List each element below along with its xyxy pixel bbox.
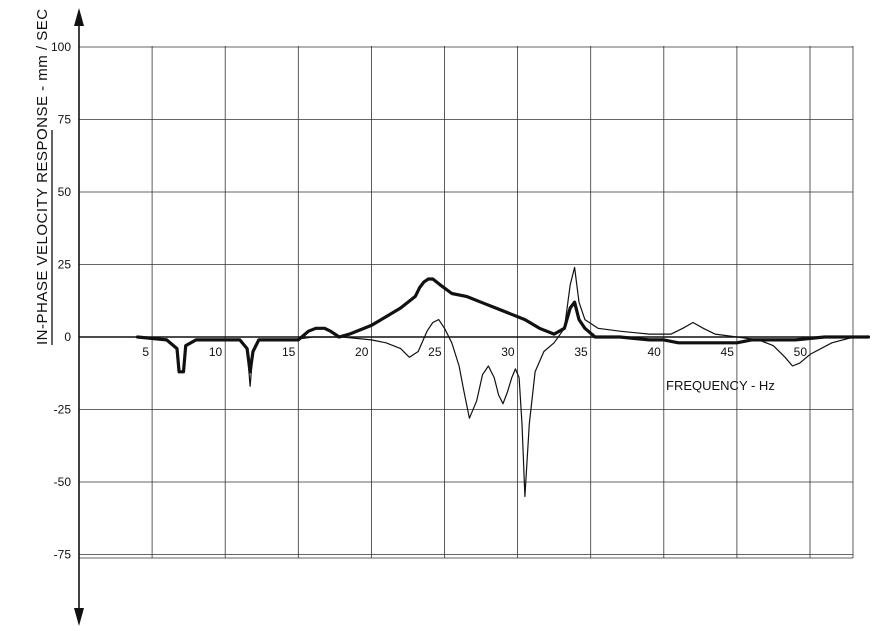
y-axis-arrow-down [74, 608, 84, 626]
series-layer [135, 266, 871, 498]
y-tick-label: -75 [54, 548, 72, 562]
x-tick-label: 25 [428, 345, 442, 359]
y-tick-label: 50 [58, 185, 72, 199]
series-line-thin [136, 266, 870, 498]
axes [74, 8, 870, 626]
x-tick-label: 15 [282, 345, 296, 359]
x-tick-label: 50 [794, 345, 808, 359]
x-axis-label: FREQUENCY - Hz [666, 378, 775, 393]
grid [79, 46, 854, 559]
y-tick-label: 100 [51, 40, 71, 54]
tick-labels: 100 75 50 25 0 -25 -50 -75 5 10 15 20 25 30 35 40 45 50 [51, 40, 807, 562]
y-axis-arrow-up [74, 8, 84, 26]
y-tick-label: 75 [58, 113, 72, 127]
x-tick-label: 40 [647, 345, 661, 359]
x-tick-label: 35 [574, 345, 588, 359]
x-tick-label: 10 [209, 345, 223, 359]
y-tick-label: 0 [64, 330, 71, 344]
y-tick-label: -50 [54, 475, 72, 489]
x-tick-label: 45 [721, 345, 735, 359]
x-tick-label: 30 [501, 345, 515, 359]
x-tick-label: 5 [142, 345, 149, 359]
x-tick-label: 20 [355, 345, 369, 359]
y-axis-label: IN-PHASE VELOCITY RESPONSE - mm / SEC [34, 8, 51, 345]
y-tick-label: -25 [54, 403, 72, 417]
y-tick-label: 25 [58, 258, 72, 272]
